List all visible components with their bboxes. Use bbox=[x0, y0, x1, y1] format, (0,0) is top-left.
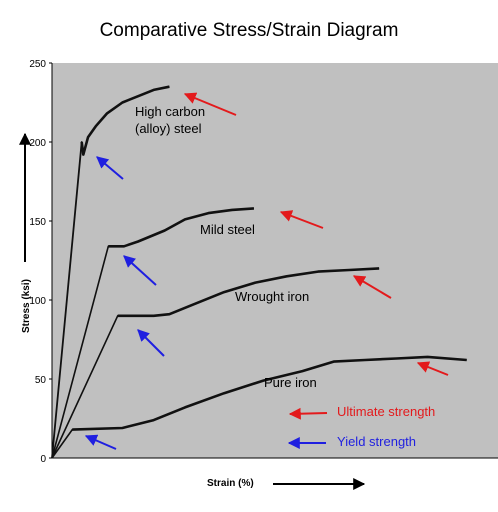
curve-high-carbon-steel-plastic bbox=[80, 85, 170, 156]
curves bbox=[51, 85, 467, 459]
yield-arrow-wrought-iron bbox=[137, 329, 165, 357]
y-tick-label: 200 bbox=[29, 138, 46, 149]
curve-mild-steel-plastic bbox=[108, 207, 254, 248]
ultimate-arrow-mild-steel bbox=[279, 210, 324, 229]
y-axis-label: Stress (ksi) bbox=[21, 279, 32, 333]
ultimate-arrow-wrought-iron bbox=[352, 275, 392, 299]
curve-label-pure-iron: Pure iron bbox=[264, 375, 317, 390]
chart-title: Comparative Stress/Strain Diagram bbox=[99, 20, 399, 41]
legend-ultimate-arrow bbox=[288, 407, 328, 420]
curve-wrought-iron-plastic bbox=[117, 267, 380, 318]
legend: Ultimate strength Yield strength bbox=[287, 404, 435, 449]
curve-pure-iron-plastic bbox=[72, 355, 467, 431]
x-axis-label: Strain (%) bbox=[207, 478, 254, 489]
yield-arrow-high-carbon bbox=[96, 156, 124, 180]
y-tick-label: 150 bbox=[29, 217, 46, 228]
yield-arrow-mild-steel bbox=[123, 255, 157, 286]
y-tick-label: 0 bbox=[40, 454, 46, 465]
curve-label-high-carbon-line1: High carbon (alloy) steel bbox=[135, 104, 205, 136]
y-tick-label: 250 bbox=[29, 59, 46, 70]
legend-ultimate-label: Ultimate strength bbox=[337, 404, 435, 419]
y-tick-labels: 0 50 100 150 200 250 bbox=[29, 59, 52, 465]
ultimate-arrow-high-carbon bbox=[183, 92, 237, 116]
curve-label-wrought-iron: Wrought iron bbox=[235, 289, 309, 304]
curve-label-mild-steel: Mild steel bbox=[200, 222, 255, 237]
plot-area bbox=[52, 63, 498, 458]
y-tick-label: 50 bbox=[35, 375, 47, 386]
ultimate-arrow-pure-iron bbox=[416, 361, 449, 376]
yield-arrow-pure-iron bbox=[84, 434, 117, 450]
y-tick-label: 100 bbox=[29, 296, 46, 307]
legend-yield-label: Yield strength bbox=[337, 434, 416, 449]
